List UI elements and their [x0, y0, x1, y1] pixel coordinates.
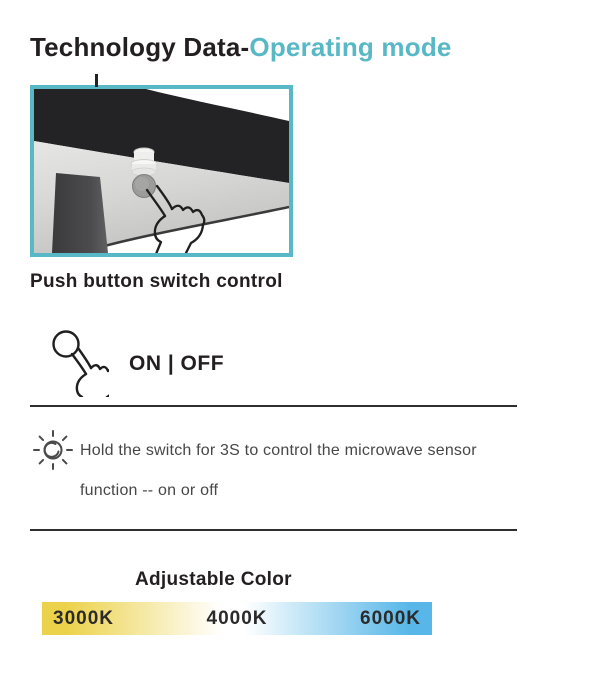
sensor-description: Hold the switch for 3S to control the mi… — [80, 442, 477, 499]
kelvin-label-6000: 6000K — [360, 607, 421, 629]
page-title: Technology Data-Operating mode — [30, 0, 600, 63]
on-off-mode-row: ON | OFF — [45, 327, 600, 407]
kelvin-label-3000: 3000K — [53, 607, 114, 629]
color-temperature-bar: 3000K 4000K 6000K — [42, 602, 432, 635]
product-photo — [30, 85, 293, 257]
lamp-underside-photo — [34, 89, 289, 253]
kelvin-label-4000: 4000K — [206, 607, 268, 629]
finger-press-sketch — [145, 184, 206, 253]
divider — [30, 529, 517, 531]
push-button — [130, 147, 158, 198]
photo-tick-mark — [95, 74, 98, 87]
tap-hand-icon — [45, 327, 118, 407]
adjustable-color-title: Adjustable Color — [135, 569, 292, 590]
divider — [30, 405, 517, 407]
photo-caption: Push button switch control — [30, 271, 283, 292]
sensor-mode-row: Hold the switch for 3S to control the mi… — [30, 430, 600, 511]
light-sensor-icon — [30, 427, 76, 478]
page-title-accent: Operating mode — [249, 32, 452, 62]
on-off-label: ON | OFF — [129, 352, 225, 375]
page-title-primary: Technology Data- — [30, 32, 250, 62]
